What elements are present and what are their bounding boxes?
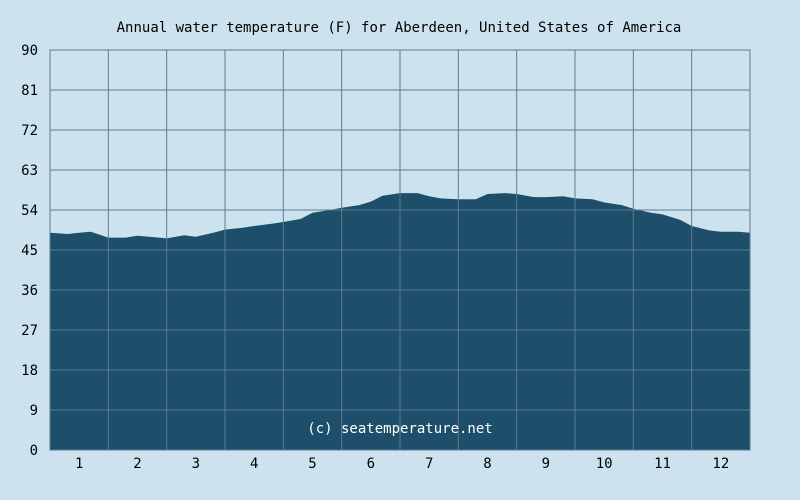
x-tick-label: 1 bbox=[75, 456, 83, 472]
y-tick-label: 0 bbox=[30, 443, 38, 459]
y-tick-label: 27 bbox=[21, 323, 38, 339]
x-tick-label: 3 bbox=[192, 456, 200, 472]
watermark-credit: (c) seatemperature.net bbox=[307, 421, 492, 437]
x-tick-label: 5 bbox=[308, 456, 316, 472]
y-tick-label: 36 bbox=[21, 283, 38, 299]
chart-title: Annual water temperature (F) for Aberdee… bbox=[117, 20, 682, 36]
y-tick-label: 63 bbox=[21, 163, 38, 179]
x-axis-ticks: 1 2 3 4 5 6 7 8 9 10 11 12 bbox=[75, 456, 729, 472]
x-tick-label: 9 bbox=[542, 456, 550, 472]
x-tick-label: 2 bbox=[133, 456, 141, 472]
x-tick-label: 8 bbox=[483, 456, 491, 472]
x-tick-label: 10 bbox=[596, 456, 613, 472]
x-tick-label: 7 bbox=[425, 456, 433, 472]
x-tick-label: 6 bbox=[367, 456, 375, 472]
y-axis-ticks: 0 9 18 27 36 45 54 63 72 81 90 bbox=[21, 43, 38, 459]
y-tick-label: 45 bbox=[21, 243, 38, 259]
y-tick-label: 72 bbox=[21, 123, 38, 139]
y-tick-label: 81 bbox=[21, 83, 38, 99]
y-tick-label: 9 bbox=[30, 403, 38, 419]
x-tick-label: 4 bbox=[250, 456, 258, 472]
x-tick-label: 12 bbox=[712, 456, 729, 472]
plot-frame bbox=[49, 49, 751, 451]
y-tick-label: 54 bbox=[21, 203, 38, 219]
y-tick-label: 90 bbox=[21, 43, 38, 59]
y-tick-label: 18 bbox=[21, 363, 38, 379]
x-tick-label: 11 bbox=[654, 456, 671, 472]
